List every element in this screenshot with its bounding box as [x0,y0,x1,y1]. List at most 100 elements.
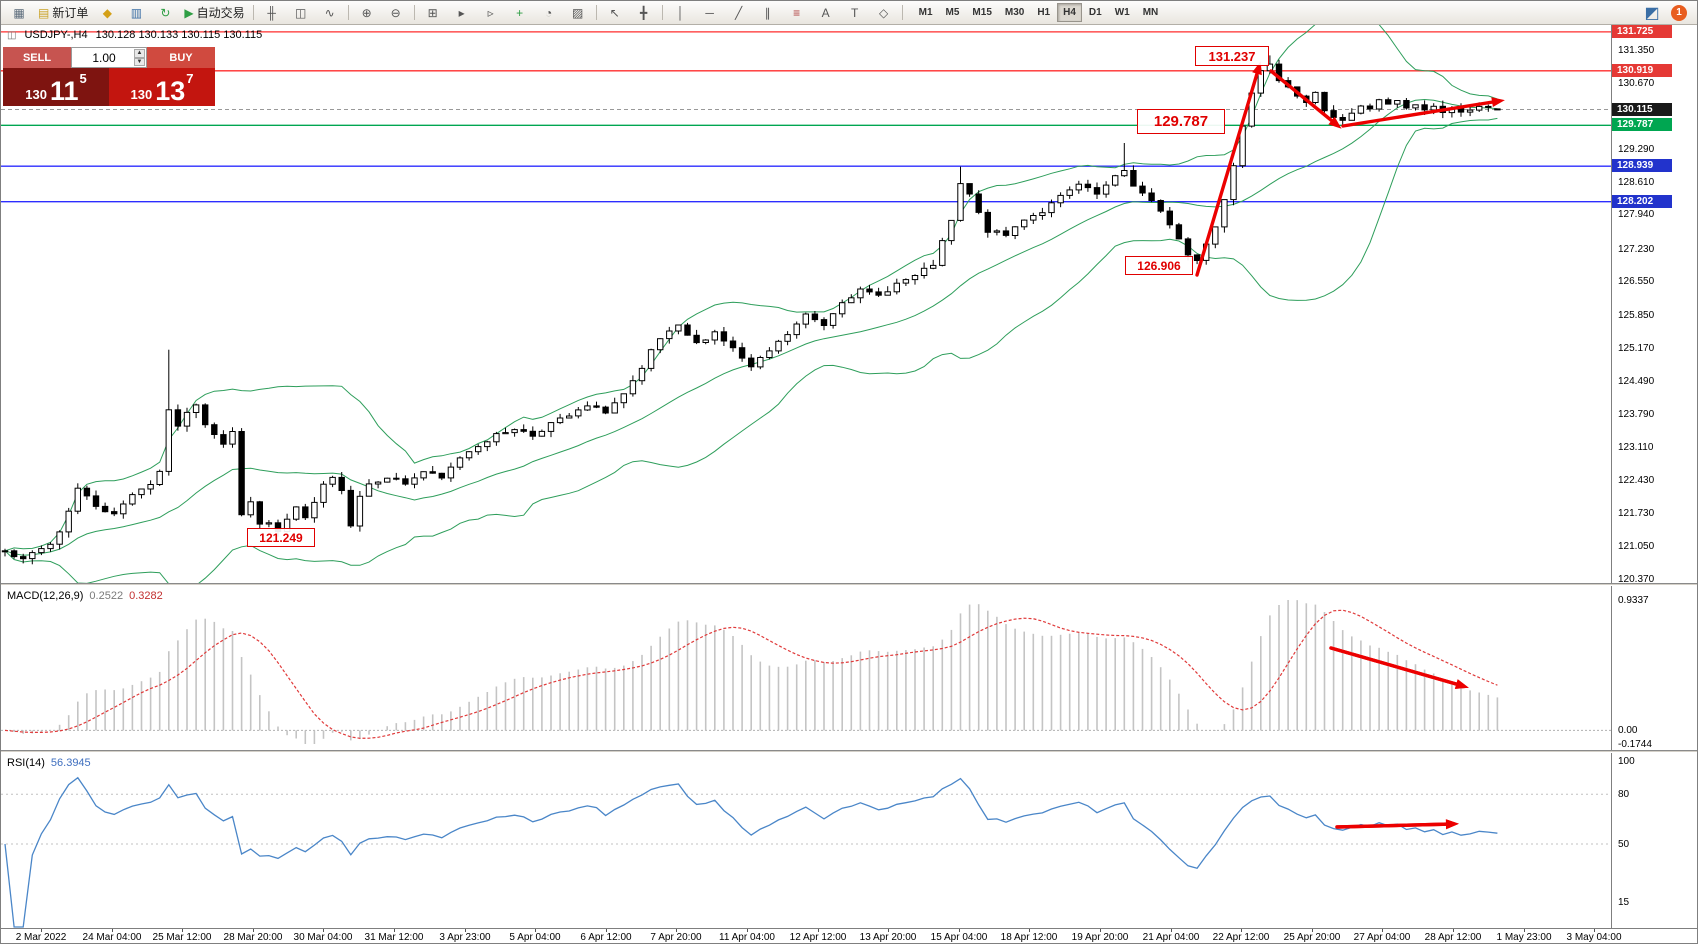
zoom-in-button[interactable]: ⊕ [353,2,381,24]
periods-button[interactable]: ◔ [535,2,563,24]
volume-decrease-icon[interactable]: ▼ [134,57,145,66]
rsi-value: 56.3945 [50,757,91,769]
candle [602,406,609,414]
price-tick-label: 127.940 [1618,209,1655,220]
panel-splitter[interactable] [1,750,1697,753]
continuation-arrow[interactable] [1341,97,1505,128]
macd-down-arrow[interactable] [1329,646,1469,689]
macd-indicator-panel[interactable] [1,586,1611,750]
chart-shift-button[interactable]: ▹ [477,2,505,24]
data-window-button[interactable]: ▥ [122,2,150,24]
candle [784,334,791,342]
price-annotation[interactable]: 131.237 [1195,46,1269,66]
equidistant-channel-button[interactable]: ∥ [754,2,782,24]
candlestick-chart-button[interactable]: ◫ [287,2,315,24]
buy-price-display[interactable]: 130 13 7 [109,68,215,106]
time-tick [1241,929,1242,932]
indicators-button[interactable]: + [506,2,534,24]
price-badge: 130.919 [1612,64,1672,77]
candle [329,476,336,485]
auto-scroll-button[interactable]: ▸ [448,2,476,24]
refresh-button[interactable]: ↻ [151,2,179,24]
time-label: 22 Apr 12:00 [1212,932,1270,943]
candle [1312,91,1319,104]
price-badge: 129.787 [1612,118,1672,131]
sell-price-display[interactable]: 130 11 5 [3,68,109,106]
community-icon[interactable]: ◩ [1644,4,1660,22]
arrows-tool-icon: ◇ [878,5,889,20]
vertical-line-button[interactable]: │ [667,2,695,24]
auto-trading-button-label: 自动交易 [196,6,245,20]
templates-button[interactable]: ▨ [564,2,592,24]
auto-trading-button[interactable]: ▶ 自动交易 [180,2,248,24]
candle [1030,215,1037,221]
candle [138,488,145,496]
timeframe-m30[interactable]: M30 [1004,7,1025,18]
candle [911,275,919,281]
text-button[interactable]: A [812,2,840,24]
timeframe-m1[interactable]: M1 [918,7,933,18]
candle [1485,105,1492,108]
symbol-timeframe-label: USDJPY-,H4 [24,29,88,41]
charts-grid-button[interactable]: ▦ [5,2,33,24]
candle [1421,104,1428,111]
arrows-tool-button[interactable]: ◇ [870,2,898,24]
volume-input[interactable] [72,48,146,67]
ohlc-values: 130.128 130.133 130.115 130.115 [95,29,263,41]
candle [1339,117,1346,121]
panel-splitter[interactable] [1,583,1697,586]
timeframe-mn[interactable]: MN [1142,7,1159,18]
rally-arrow[interactable] [1195,61,1262,277]
timeframe-w1[interactable]: W1 [1114,7,1130,18]
price-axis[interactable]: 131.350 130.670 129.290 128.610 127.940 127.2… [1611,25,1697,928]
auto-trading-icon: ▶ [184,5,194,20]
timeframe-d1[interactable]: D1 [1088,7,1102,18]
tile-windows-icon: ⊞ [427,5,438,20]
timeframe-m15[interactable]: M15 [972,7,992,18]
time-label: 30 Mar 04:00 [293,932,353,943]
candlesticks [1,55,1501,565]
market-watch-button[interactable]: ◆ [93,2,121,24]
bar-chart-button[interactable]: ╫ [258,2,286,24]
tile-windows-button[interactable]: ⊞ [419,2,447,24]
timeframe-m5[interactable]: M5 [945,7,960,18]
notification-badge[interactable]: 1 [1671,4,1687,21]
main-price-chart[interactable] [1,25,1611,583]
candle [766,350,773,358]
price-annotation[interactable]: 129.787 [1137,109,1225,134]
timeframe-h4[interactable]: H4 [1057,3,1082,22]
crosshair-button[interactable]: ╋ [630,2,658,24]
time-label: 28 Mar 20:00 [223,932,283,943]
horizontal-line-button[interactable]: ─ [696,2,724,24]
time-tick [41,929,42,932]
pullback-arrow[interactable] [1269,69,1342,129]
new-order-button[interactable]: ▤ 新订单 [34,2,92,24]
text-label-button[interactable]: T [841,2,869,24]
candle [265,522,273,525]
candle [556,417,564,424]
toolbar-separator [413,5,415,20]
price-annotation[interactable]: 121.249 [247,528,315,547]
price-tick-label: 120.370 [1618,574,1655,585]
zoom-out-button[interactable]: ⊖ [382,2,410,24]
candle [1494,108,1501,111]
trendline-button[interactable]: ╱ [725,2,753,24]
continuation-arrow-line [1341,99,1501,128]
candle [593,405,600,408]
timeframe-h1[interactable]: H1 [1037,7,1051,18]
line-chart-button[interactable]: ∿ [316,2,344,24]
volume-increase-icon[interactable]: ▲ [134,49,145,58]
time-label: 15 Apr 04:00 [930,932,988,943]
cursor-button[interactable]: ↖ [601,2,629,24]
candle [1394,100,1401,105]
candle [1048,202,1055,214]
rsi-flat-arrow[interactable] [1335,819,1459,830]
fibonacci-button[interactable]: ≡ [783,2,811,24]
candle [384,477,391,483]
rsi-indicator-panel[interactable] [1,753,1611,928]
buy-button[interactable]: BUY [147,47,215,68]
time-tick [606,929,607,932]
price-annotation[interactable]: 126.906 [1125,256,1193,275]
sell-button[interactable]: SELL [3,47,71,68]
time-axis[interactable]: 2 Mar 2022 24 Mar 04:00 25 Mar 12:00 28 Mar… [1,928,1697,943]
